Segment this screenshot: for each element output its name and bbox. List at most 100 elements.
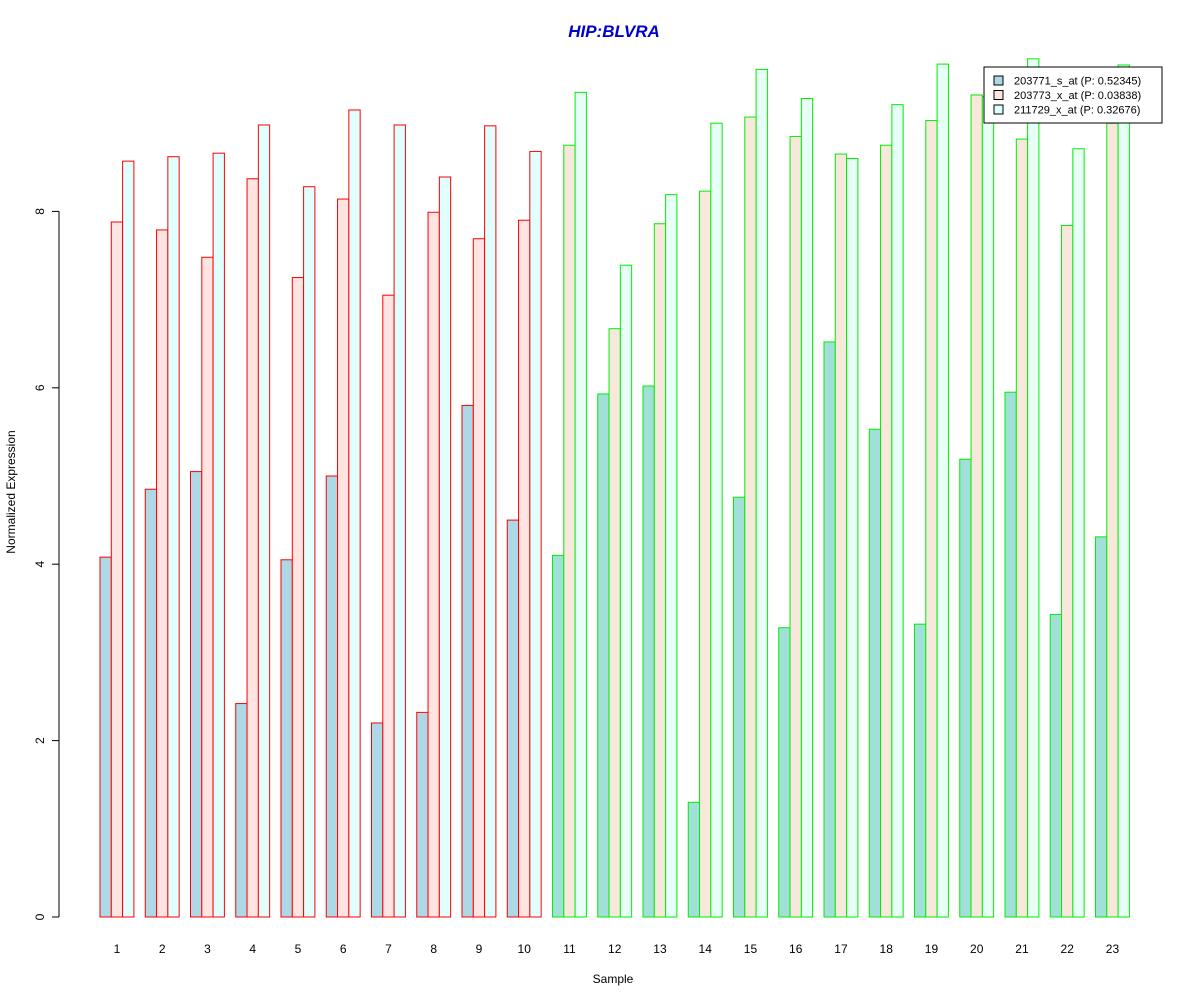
bar-sample-8-series-1 <box>416 711 429 918</box>
legend-box <box>983 66 1163 124</box>
bar-sample-16-series-2 <box>789 135 802 918</box>
x-tick-label: 11 <box>563 942 576 956</box>
bar-sample-14-series-2 <box>699 190 712 918</box>
x-tick-label: 18 <box>880 942 894 956</box>
legend-label: 203771_s_at (P: 0.52345) <box>1014 76 1141 88</box>
x-tick-label: 7 <box>385 942 392 956</box>
bar-sample-18-series-1 <box>868 428 882 918</box>
bar-sample-19-series-1 <box>914 623 927 918</box>
x-tick-label: 16 <box>789 942 803 956</box>
bar-sample-16-series-3 <box>800 98 814 918</box>
bar-sample-15-series-3 <box>755 68 768 918</box>
bar-sample-20-series-1 <box>959 458 972 918</box>
x-tick-label: 17 <box>834 942 848 956</box>
bar-sample-19-series-2 <box>925 120 938 918</box>
x-tick-label: 9 <box>476 942 483 956</box>
y-tick-label: 4 <box>33 561 47 568</box>
bar-sample-14-series-1 <box>687 801 701 918</box>
bar-sample-1-series-1 <box>99 556 112 918</box>
bar-sample-18-series-3 <box>891 104 904 918</box>
x-tick-label: 1 <box>114 942 121 956</box>
bar-sample-21-series-3 <box>1027 58 1040 918</box>
bar-sample-23-series-3 <box>1117 64 1130 918</box>
x-tick-label: 3 <box>204 942 211 956</box>
x-tick-label: 8 <box>430 942 437 956</box>
x-tick-label: 20 <box>970 942 984 956</box>
bars-group <box>99 58 1130 918</box>
bar-sample-12-series-1 <box>597 393 610 918</box>
bar-sample-4-series-2 <box>246 178 259 918</box>
bar-sample-5-series-3 <box>303 186 316 918</box>
x-tick-label: 4 <box>249 942 256 956</box>
legend-swatch <box>993 104 1004 115</box>
y-tick-label: 8 <box>33 208 47 215</box>
bar-sample-9-series-1 <box>461 404 474 918</box>
y-tick-label: 2 <box>33 737 47 744</box>
x-tick-label: 12 <box>608 942 622 956</box>
bar-sample-6-series-3 <box>348 109 361 918</box>
x-tick-label: 2 <box>159 942 166 956</box>
x-tick-label: 6 <box>340 942 347 956</box>
bar-sample-12-series-2 <box>608 328 621 918</box>
bar-sample-15-series-1 <box>733 496 746 918</box>
bar-sample-4-series-1 <box>235 703 248 918</box>
legend-label: 211729_x_at (P: 0.32676) <box>1014 105 1140 117</box>
chart-title: HIP:BLVRA <box>568 22 660 41</box>
x-tick-label: 15 <box>744 942 758 956</box>
bar-sample-2-series-3 <box>167 156 180 918</box>
bar-sample-2-series-2 <box>156 229 169 918</box>
x-tick-label: 10 <box>518 942 532 956</box>
y-tick-label: 0 <box>33 913 47 920</box>
bar-sample-3-series-3 <box>212 152 225 918</box>
x-axis-label: Sample <box>593 972 634 986</box>
bar-sample-18-series-2 <box>880 144 893 918</box>
bar-sample-14-series-3 <box>710 122 723 918</box>
bar-sample-3-series-2 <box>201 256 214 918</box>
bar-sample-10-series-1 <box>506 519 520 918</box>
bar-sample-11-series-3 <box>574 91 587 918</box>
bar-sample-1-series-2 <box>110 221 124 918</box>
x-tick-label: 14 <box>699 942 713 956</box>
bar-sample-6-series-2 <box>337 198 350 918</box>
y-axis: 0 2 4 6 8 <box>33 208 60 920</box>
bar-sample-12-series-3 <box>619 264 633 918</box>
bar-sample-6-series-1 <box>325 475 339 918</box>
bar-sample-13-series-1 <box>642 385 655 918</box>
x-tick-label: 5 <box>295 942 302 956</box>
bar-sample-23-series-2 <box>1106 122 1119 918</box>
bar-sample-10-series-2 <box>518 219 531 918</box>
bar-sample-20-series-2 <box>970 94 983 918</box>
x-tick-labels: 1 2 3 4 5 6 7 8 9 10 11 12 13 14 15 16 17 18 19 20 21 22 23 <box>114 942 1120 956</box>
bar-sample-11-series-2 <box>563 144 576 918</box>
bar-sample-22-series-1 <box>1049 613 1063 918</box>
x-tick-label: 23 <box>1106 942 1120 956</box>
bar-sample-21-series-2 <box>1015 138 1029 918</box>
bar-sample-16-series-1 <box>778 627 791 918</box>
bar-sample-8-series-3 <box>438 176 452 918</box>
bar-sample-9-series-3 <box>484 125 497 918</box>
bar-sample-11-series-1 <box>552 554 565 918</box>
bar-sample-1-series-3 <box>122 160 135 918</box>
legend-label: 203773_x_at (P: 0.03838) <box>1014 90 1141 102</box>
bar-sample-2-series-1 <box>144 488 158 918</box>
legend-swatch <box>993 90 1004 100</box>
bar-sample-3-series-1 <box>190 471 203 918</box>
bar-sample-17-series-2 <box>834 153 848 918</box>
legend-swatch <box>993 75 1004 86</box>
y-axis-label: Normalized Expression <box>4 430 18 553</box>
x-tick-label: 13 <box>653 942 667 956</box>
bar-sample-13-series-3 <box>665 194 678 918</box>
bar-sample-21-series-1 <box>1004 391 1017 918</box>
bar-sample-4-series-3 <box>257 124 271 918</box>
bar-sample-7-series-1 <box>371 722 384 918</box>
bar-sample-7-series-3 <box>393 124 406 918</box>
bar-sample-22-series-2 <box>1061 225 1074 918</box>
legend: 203771_s_at (P: 0.52345) 203773_x_at (P: … <box>983 66 1163 124</box>
bar-sample-8-series-2 <box>427 211 440 918</box>
x-tick-label: 19 <box>925 942 939 956</box>
bar-sample-17-series-1 <box>823 341 836 918</box>
bar-sample-7-series-2 <box>382 294 395 918</box>
bar-sample-23-series-1 <box>1095 536 1108 918</box>
x-tick-label: 22 <box>1061 942 1075 956</box>
